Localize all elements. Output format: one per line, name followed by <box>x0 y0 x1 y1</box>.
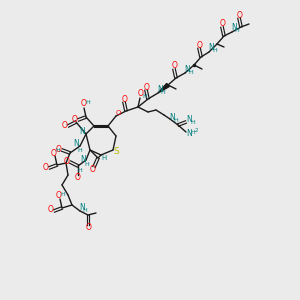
Text: H: H <box>85 161 89 166</box>
Text: O: O <box>197 40 203 50</box>
Text: O: O <box>122 94 128 103</box>
Text: H: H <box>235 28 239 34</box>
Text: N: N <box>208 44 214 52</box>
Text: N: N <box>169 112 175 122</box>
Text: H: H <box>213 49 218 53</box>
Text: O: O <box>138 89 144 98</box>
Text: O: O <box>56 145 62 154</box>
Text: H: H <box>78 169 82 173</box>
Text: O: O <box>81 100 87 109</box>
Text: O: O <box>56 191 62 200</box>
Text: O: O <box>115 110 121 116</box>
Polygon shape <box>158 83 169 93</box>
Text: H: H <box>61 191 65 196</box>
Text: H: H <box>174 118 178 122</box>
Text: H: H <box>78 148 82 152</box>
Text: N: N <box>80 154 86 164</box>
Text: H: H <box>190 119 195 124</box>
Text: O: O <box>48 206 54 214</box>
Text: N: N <box>231 23 237 32</box>
Text: O: O <box>86 224 92 232</box>
Text: N: N <box>186 116 192 124</box>
Text: N: N <box>186 130 192 139</box>
Text: O: O <box>220 20 226 28</box>
Text: O: O <box>172 61 178 70</box>
Text: H: H <box>190 130 195 136</box>
Text: O: O <box>64 157 70 166</box>
Text: H: H <box>85 100 90 104</box>
Text: S: S <box>113 148 119 157</box>
Text: O: O <box>51 148 57 158</box>
Text: 2: 2 <box>194 128 198 133</box>
Text: O: O <box>75 173 81 182</box>
Text: N: N <box>184 64 190 74</box>
Text: H: H <box>56 148 60 154</box>
Text: O: O <box>43 163 49 172</box>
Text: N: N <box>73 140 79 148</box>
Text: O: O <box>144 82 150 91</box>
Text: H: H <box>189 70 194 74</box>
Text: N: N <box>79 127 85 136</box>
Text: N: N <box>79 202 85 211</box>
Text: H: H <box>160 89 165 94</box>
Text: O: O <box>237 11 243 20</box>
Text: H: H <box>142 94 147 98</box>
Text: O: O <box>90 166 96 175</box>
Text: O: O <box>62 121 68 130</box>
Text: O: O <box>72 115 78 124</box>
Text: H: H <box>101 155 106 161</box>
Text: H: H <box>82 208 87 212</box>
Text: N: N <box>157 85 163 94</box>
